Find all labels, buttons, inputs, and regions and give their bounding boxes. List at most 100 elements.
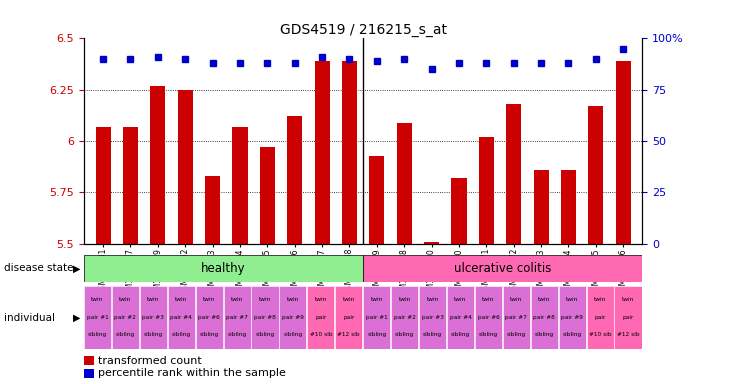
Bar (177, 90, 193, 244)
Bar (84, 286, 111, 349)
Text: pair #2: pair #2 (393, 314, 415, 319)
Bar (123, 127, 138, 244)
Bar (587, 286, 614, 349)
Text: sibling: sibling (88, 332, 107, 337)
Text: sibling: sibling (534, 332, 554, 337)
Bar (588, 106, 604, 244)
Bar (447, 286, 474, 349)
Text: pair #7: pair #7 (226, 314, 248, 319)
Text: pair #9: pair #9 (561, 314, 583, 319)
Text: pair #7: pair #7 (505, 314, 527, 319)
Bar (140, 286, 167, 349)
Text: twin: twin (399, 298, 411, 303)
Text: sibling: sibling (507, 332, 526, 337)
Bar (280, 286, 307, 349)
Text: twin: twin (594, 298, 606, 303)
Text: pair #3: pair #3 (422, 314, 444, 319)
Text: pair #2: pair #2 (115, 314, 137, 319)
Text: sibling: sibling (144, 332, 163, 337)
Bar (364, 255, 642, 282)
Text: sibling: sibling (228, 332, 247, 337)
Text: twin: twin (371, 298, 383, 303)
Text: twin: twin (622, 298, 634, 303)
Bar (168, 286, 195, 349)
Text: sibling: sibling (283, 332, 302, 337)
Text: pair #8: pair #8 (534, 314, 556, 319)
Text: healthy: healthy (201, 262, 246, 275)
Text: disease state: disease state (4, 263, 73, 273)
Bar (424, 242, 439, 244)
Text: individual: individual (4, 313, 55, 323)
Text: sibling: sibling (116, 332, 135, 337)
Text: sibling: sibling (479, 332, 498, 337)
Text: pair: pair (315, 314, 326, 319)
Text: twin: twin (91, 298, 104, 303)
Text: ▶: ▶ (73, 263, 80, 273)
Bar (506, 104, 521, 244)
Text: sibling: sibling (423, 332, 442, 337)
Text: ▶: ▶ (73, 313, 80, 323)
Text: twin: twin (147, 298, 159, 303)
Text: twin: twin (315, 298, 327, 303)
Text: sibling: sibling (451, 332, 470, 337)
Text: pair #3: pair #3 (142, 314, 164, 319)
Text: sibling: sibling (199, 332, 219, 337)
Bar (112, 286, 139, 349)
Text: sibling: sibling (172, 332, 191, 337)
Text: pair #6: pair #6 (477, 314, 499, 319)
Text: twin: twin (566, 298, 578, 303)
Bar (307, 286, 334, 349)
Bar (419, 286, 446, 349)
Bar (558, 286, 585, 349)
Text: #10 sib: #10 sib (589, 332, 612, 337)
Bar (615, 286, 642, 349)
Text: pair: pair (623, 314, 634, 319)
Text: sibling: sibling (395, 332, 414, 337)
Bar (503, 286, 530, 349)
Text: twin: twin (259, 298, 271, 303)
Text: #12 sib: #12 sib (617, 332, 639, 337)
Text: twin: twin (231, 298, 243, 303)
Bar (251, 286, 279, 349)
Bar (335, 286, 362, 349)
Text: twin: twin (483, 298, 494, 303)
Text: ulcerative colitis: ulcerative colitis (454, 262, 551, 275)
Text: twin: twin (538, 298, 550, 303)
Text: percentile rank within the sample: percentile rank within the sample (98, 368, 286, 378)
Text: twin: twin (287, 298, 299, 303)
Bar (84, 356, 93, 366)
Bar (534, 170, 549, 244)
Text: sibling: sibling (367, 332, 386, 337)
Text: twin: twin (203, 298, 215, 303)
Bar (287, 116, 302, 244)
Bar (474, 286, 502, 349)
Bar (561, 170, 576, 244)
Text: #12 sib: #12 sib (337, 332, 360, 337)
Bar (223, 286, 250, 349)
Text: pair: pair (594, 314, 606, 319)
Bar (196, 286, 223, 349)
Bar (531, 286, 558, 349)
Title: GDS4519 / 216215_s_at: GDS4519 / 216215_s_at (280, 23, 447, 37)
Text: pair #8: pair #8 (254, 314, 276, 319)
Bar (96, 127, 111, 244)
Bar (84, 369, 93, 378)
Bar (364, 286, 391, 349)
Text: twin: twin (342, 298, 355, 303)
Bar (232, 127, 247, 244)
Text: sibling: sibling (563, 332, 582, 337)
Bar (479, 137, 494, 244)
Bar (369, 156, 385, 244)
Text: twin: twin (426, 298, 439, 303)
Text: pair #9: pair #9 (282, 314, 304, 319)
Text: pair #1: pair #1 (87, 314, 108, 319)
Bar (615, 61, 631, 244)
Text: pair #4: pair #4 (450, 314, 472, 319)
Text: #10 sib: #10 sib (310, 332, 332, 337)
Text: sibling: sibling (255, 332, 274, 337)
Text: twin: twin (175, 298, 188, 303)
Bar (391, 286, 418, 349)
Bar (260, 147, 275, 244)
Text: pair #6: pair #6 (199, 314, 220, 319)
Text: twin: twin (119, 298, 131, 303)
